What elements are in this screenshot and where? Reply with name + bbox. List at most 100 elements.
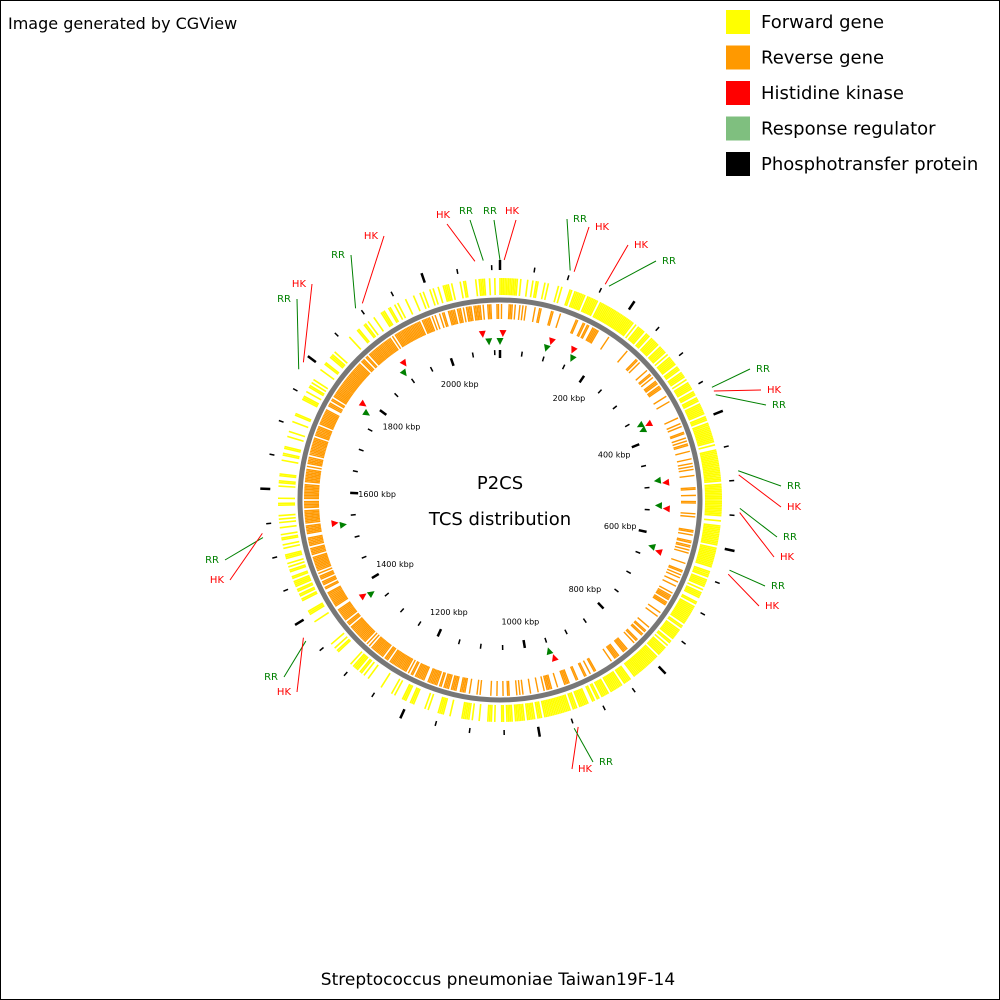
- reverse-gene: [304, 517, 321, 521]
- forward-gene: [631, 329, 644, 344]
- forward-gene: [622, 321, 634, 337]
- reverse-gene: [490, 304, 493, 320]
- reverse-gene: [536, 307, 541, 323]
- outer-tick: [343, 671, 348, 677]
- forward-gene: [640, 338, 654, 353]
- reverse-gene: [308, 538, 324, 544]
- forward-gene: [697, 440, 715, 447]
- reverse-gene: [656, 400, 670, 410]
- reverse-gene: [305, 519, 321, 523]
- reverse-gene: [479, 679, 483, 696]
- forward-gene: [625, 661, 637, 676]
- reverse-gene: [351, 618, 364, 629]
- forward-gene: [633, 654, 647, 669]
- reverse-gene: [312, 441, 328, 448]
- reverse-gene: [404, 327, 414, 342]
- forward-gene: [602, 676, 613, 693]
- reverse-gene: [329, 402, 344, 411]
- outer-tick: [292, 387, 298, 392]
- outer-tick: [399, 708, 406, 719]
- reverse-gene: [395, 653, 405, 667]
- reverse-gene: [404, 658, 414, 673]
- reverse-gene: [438, 671, 445, 687]
- reverse-gene: [389, 649, 399, 663]
- inner-tick: [361, 555, 367, 559]
- reverse-gene: [385, 646, 396, 660]
- reverse-gene: [452, 309, 458, 325]
- reverse-gene: [431, 315, 439, 331]
- inner-tick: [471, 352, 475, 358]
- forward-gene: [459, 281, 464, 299]
- reverse-gene: [582, 660, 591, 675]
- callout-line: [713, 389, 762, 392]
- reverse-gene: [520, 679, 524, 695]
- reverse-gene: [456, 308, 462, 324]
- outer-tick: [434, 720, 438, 727]
- forward-gene: [632, 655, 645, 670]
- reverse-gene: [314, 559, 330, 566]
- forward-gene: [545, 699, 551, 717]
- forward-gene: [704, 518, 722, 522]
- inner-tick: [638, 528, 647, 534]
- reverse-gene: [589, 329, 598, 344]
- reverse-gene: [626, 359, 638, 372]
- legend-swatch: [726, 116, 750, 141]
- reverse-gene: [364, 630, 376, 643]
- reverse-gene: [304, 483, 320, 487]
- forward-gene: [668, 373, 684, 385]
- forward-gene: [672, 609, 688, 620]
- reverse-gene: [379, 642, 390, 656]
- legend-swatch: [726, 81, 750, 105]
- forward-gene: [695, 561, 712, 568]
- reverse-gene: [330, 591, 345, 601]
- forward-gene: [467, 702, 472, 720]
- forward-gene: [704, 485, 722, 488]
- forward-gene: [643, 645, 657, 659]
- reverse-gene: [680, 512, 696, 515]
- outer-tick: [598, 287, 603, 293]
- reverse-gene: [400, 330, 410, 344]
- reverse-gene: [652, 596, 666, 606]
- reverse-gene: [307, 534, 323, 539]
- reverse-gene: [355, 366, 368, 378]
- forward-gene: [571, 292, 580, 309]
- tcs-marker: [655, 549, 663, 556]
- callout-line: [738, 474, 782, 508]
- forward-gene: [665, 368, 681, 381]
- forward-gene: [704, 508, 722, 512]
- inner-tick: [417, 621, 422, 627]
- tcs-marker: [662, 478, 670, 486]
- forward-gene: [293, 574, 310, 583]
- forward-gene: [631, 656, 644, 671]
- reverse-gene: [398, 331, 408, 346]
- reverse-gene: [333, 595, 347, 605]
- outer-tick: [307, 355, 317, 364]
- inner-tick: [541, 356, 545, 362]
- reverse-gene: [653, 593, 668, 604]
- forward-gene: [652, 351, 666, 364]
- reverse-gene: [674, 548, 689, 554]
- reverse-gene: [510, 304, 514, 320]
- reverse-gene: [323, 414, 338, 423]
- forward-gene: [642, 340, 656, 354]
- forward-gene: [674, 383, 690, 394]
- reverse-gene: [458, 308, 463, 324]
- reverse-gene: [645, 382, 659, 394]
- reverse-gene: [341, 384, 354, 395]
- forward-gene: [440, 697, 447, 715]
- forward-gene: [573, 292, 581, 310]
- forward-gene: [596, 304, 607, 320]
- reverse-gene: [319, 421, 335, 429]
- reverse-gene: [337, 601, 351, 611]
- tcs-marker: [366, 591, 375, 599]
- reverse-gene: [316, 428, 332, 436]
- reverse-gene: [676, 458, 692, 463]
- forward-gene: [524, 279, 529, 297]
- forward-gene: [445, 284, 452, 302]
- reverse-gene: [368, 634, 380, 647]
- reverse-gene: [362, 359, 374, 372]
- forward-gene: [589, 300, 599, 317]
- reverse-gene: [399, 655, 409, 670]
- outer-tick: [602, 705, 606, 711]
- reverse-gene: [450, 675, 456, 691]
